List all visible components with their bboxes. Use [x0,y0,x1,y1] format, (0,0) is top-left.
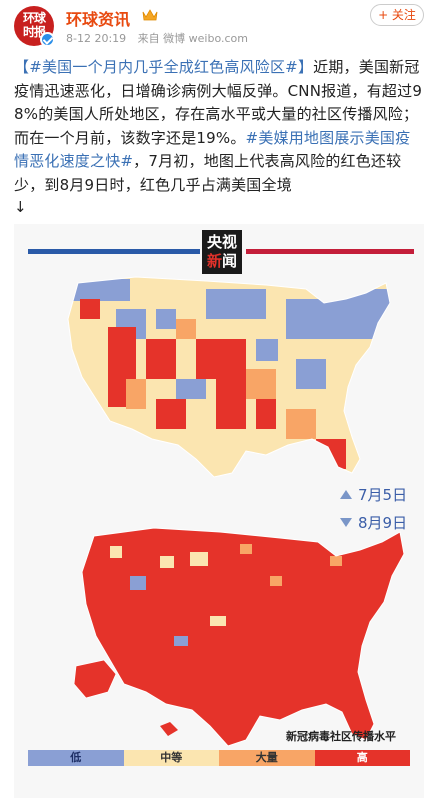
blue-band [28,249,200,254]
legend-low: 低 [28,750,124,766]
triangle-down-icon [340,518,352,527]
logo-char-wen: 闻 [222,252,238,270]
legend-high: 高 [314,750,410,766]
news-image[interactable]: 央视 新闻 [14,224,424,798]
down-arrow-icon: ↓ [14,198,27,216]
logo-char-xin: 新 [206,252,222,270]
legend-substantial: 大量 [219,750,315,766]
post-time: 8-12 20:19 [66,32,127,45]
triangle-up-icon [340,490,352,499]
legend-title: 新冠病毒社区传播水平 [286,730,396,743]
post-meta: 8-12 20:19 来自 微博 weibo.com [66,30,256,46]
post-body-1: 近期，美国新冠疫情迅速恶化，日增确诊病例大幅反弹。CNN报道，有超过98%的美国… [14,58,423,147]
post-header: 环球 时报 环球资讯 8-12 20:19 来自 微博 weibo.com + 关… [0,0,436,52]
username[interactable]: 环球资讯 [66,10,131,29]
topic-tag-1[interactable]: 【#美国一个月内几乎全成红色高风险区#】 [14,58,314,76]
logo-line2: 新闻 [202,252,242,270]
avatar[interactable]: 环球 时报 [14,6,54,46]
crown-icon [142,9,158,21]
logo-line1: 央视 [206,233,237,251]
post-source: 来自 微博 weibo.com [137,32,248,45]
us-map-august [73,527,405,747]
us-map-july [67,276,391,478]
date-label-august: 8月9日 [340,512,407,533]
verified-badge-icon [40,32,55,47]
legend-bar: 低 中等 大量 高 [28,750,410,766]
cctv-news-logo: 央视 新闻 [202,230,242,274]
date-august: 8月9日 [358,514,408,532]
follow-button[interactable]: + 关注 [370,4,424,26]
topic-tag-2[interactable]: #美媒用地图展示美国疫情恶化速度之快# [14,128,411,171]
date-label-july: 7月5日 [340,484,407,505]
date-july: 7月5日 [358,486,408,504]
post-text: 【#美国一个月内几乎全成红色高风险区#】近期，美国新冠疫情迅速恶化，日增确诊病例… [14,56,424,217]
legend-moderate: 中等 [123,750,219,766]
post-body-2: ，7月初，地图上代表高风险的红色还较少，到8月9日时，红色几乎占满美国全境 [14,152,402,194]
red-band [246,249,414,254]
